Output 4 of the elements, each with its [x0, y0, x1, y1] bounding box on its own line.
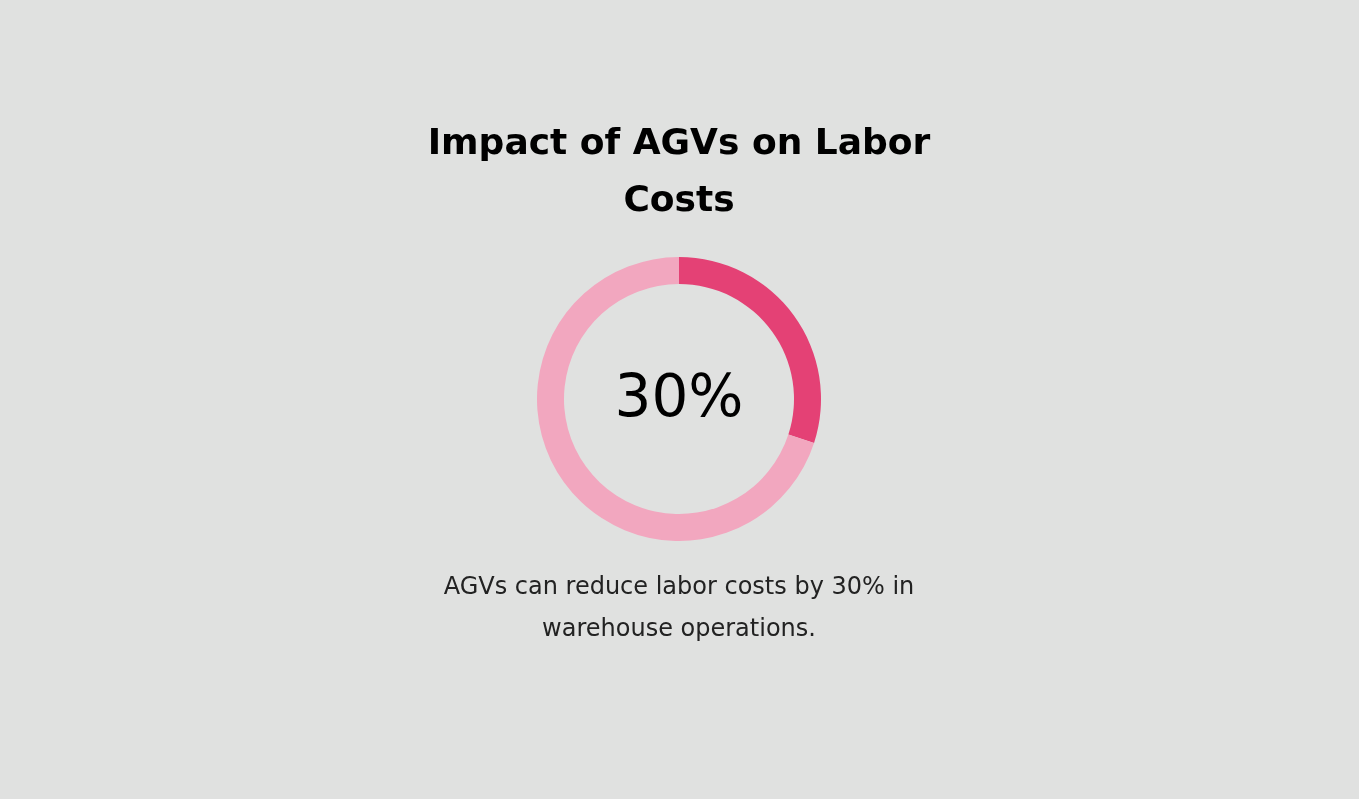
text: AGVs can reduce labor costs by 30% in warehouse operations. — [443, 572, 915, 642]
donut-slice — [537, 257, 815, 541]
chart-title: Impact of AGVs on Labor Costs — [427, 121, 931, 219]
data-label: 30% — [614, 362, 744, 430]
